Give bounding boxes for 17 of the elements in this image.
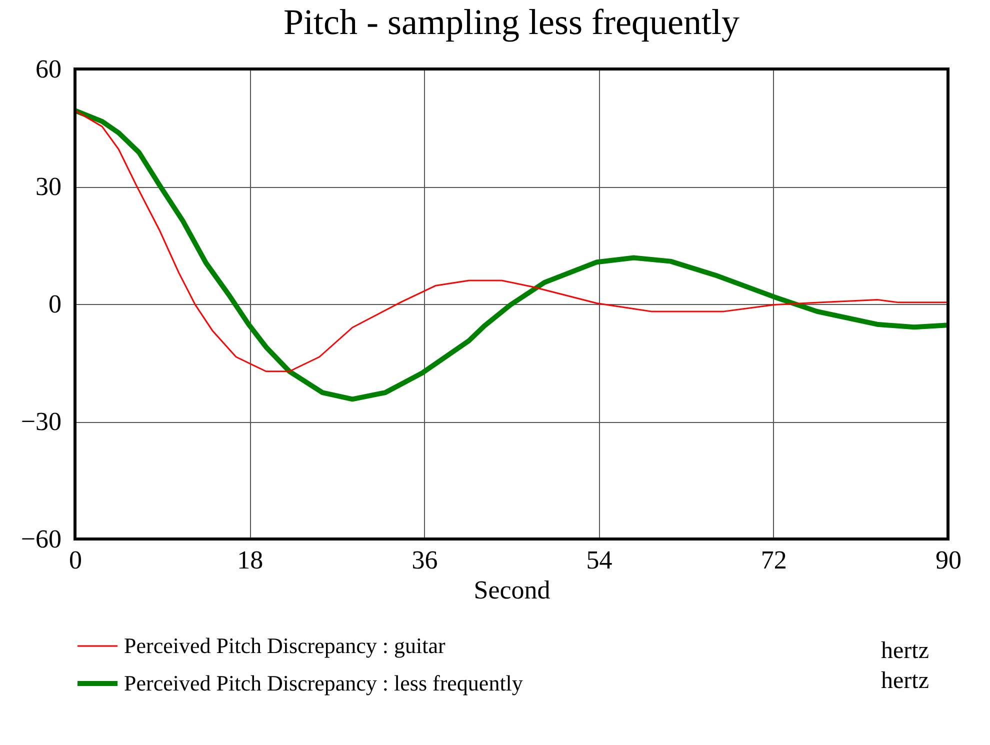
y-tick-label: 30	[36, 172, 62, 201]
text: hertz	[881, 668, 929, 694]
y-tick-label: −60	[20, 524, 62, 554]
x-tick-label: 90	[936, 546, 962, 574]
chart-title: Pitch - sampling less frequently	[284, 2, 740, 42]
x-tick-label: 54	[586, 546, 612, 574]
y-tick-label: 0	[48, 290, 62, 318]
x-tick-label: 36	[412, 546, 438, 574]
legend-label: Perceived Pitch Discrepancy : less frequently	[124, 670, 523, 696]
x-tick-label: 18	[237, 546, 264, 574]
x-tick-label: 72	[760, 546, 787, 574]
y-tick-label: −30	[20, 407, 62, 436]
text: hertz	[881, 638, 929, 664]
x-axis-title: Second	[474, 576, 550, 604]
legend-label: Perceived Pitch Discrepancy : guitar	[124, 633, 446, 658]
y-tick-label: 60	[36, 54, 62, 84]
x-tick-label: 0	[69, 546, 82, 574]
